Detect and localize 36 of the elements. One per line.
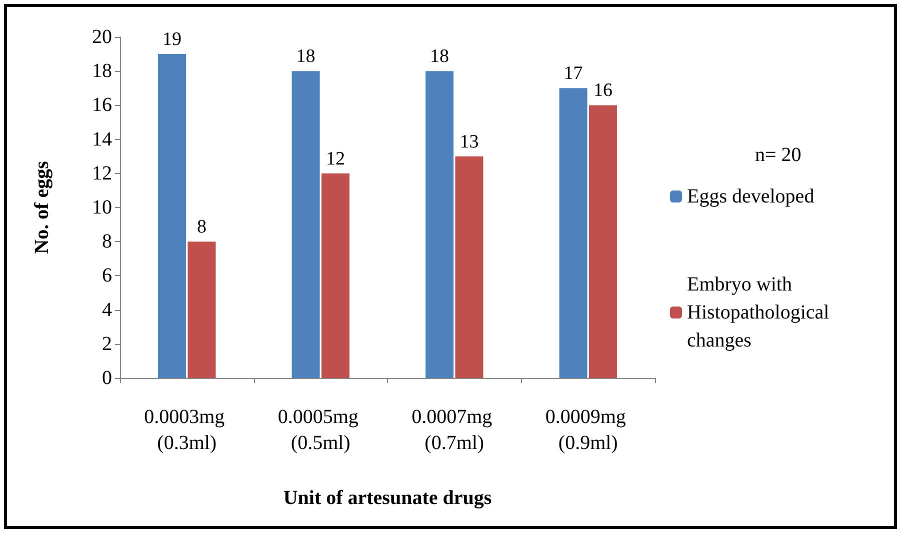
y-tick-label: 2 xyxy=(102,332,112,355)
y-tick-label: 6 xyxy=(102,264,112,287)
data-label: 8 xyxy=(196,216,206,238)
bar xyxy=(426,71,454,378)
text: n= 20 xyxy=(755,144,802,166)
y-axis-title: No. of eggs xyxy=(31,160,53,254)
legend-label: Embryo with Histopathological changes xyxy=(687,274,834,352)
y-tick-label: 20 xyxy=(92,26,112,48)
y-tick-label: 16 xyxy=(92,94,112,116)
data-label: 18 xyxy=(296,46,316,68)
y-tick-label: 12 xyxy=(92,162,112,184)
x-tick-label: 0.0003mg (0.3ml) xyxy=(144,406,230,454)
y-tick-label: 10 xyxy=(92,196,112,218)
y-tick-label: 14 xyxy=(92,128,112,150)
data-label: 13 xyxy=(460,131,479,152)
bar xyxy=(559,88,588,378)
x-tick-label: 0.0009mg (0.9ml) xyxy=(545,406,631,454)
y-tick-label: 4 xyxy=(102,298,112,321)
y-tick-label: 0 xyxy=(102,367,112,389)
data-label: 12 xyxy=(326,148,345,170)
bar xyxy=(292,71,320,378)
bar xyxy=(188,242,216,378)
bar xyxy=(321,173,350,378)
y-tick-label: 8 xyxy=(102,230,112,253)
bar xyxy=(588,105,617,378)
y-tick-label: 18 xyxy=(92,60,112,82)
x-tick-label: 0.0007mg (0.7ml) xyxy=(412,406,498,454)
data-label: 17 xyxy=(564,63,583,84)
x-tick-label: 0.0005mg (0.5ml) xyxy=(278,406,364,454)
data-label: 18 xyxy=(430,46,450,68)
data-label: 16 xyxy=(593,80,612,102)
data-label: 19 xyxy=(162,29,182,50)
x-axis-title: Unit of artesunate drugs xyxy=(283,487,492,509)
bar xyxy=(158,54,186,378)
legend-label: Eggs developed xyxy=(687,186,814,208)
bar xyxy=(455,156,484,378)
